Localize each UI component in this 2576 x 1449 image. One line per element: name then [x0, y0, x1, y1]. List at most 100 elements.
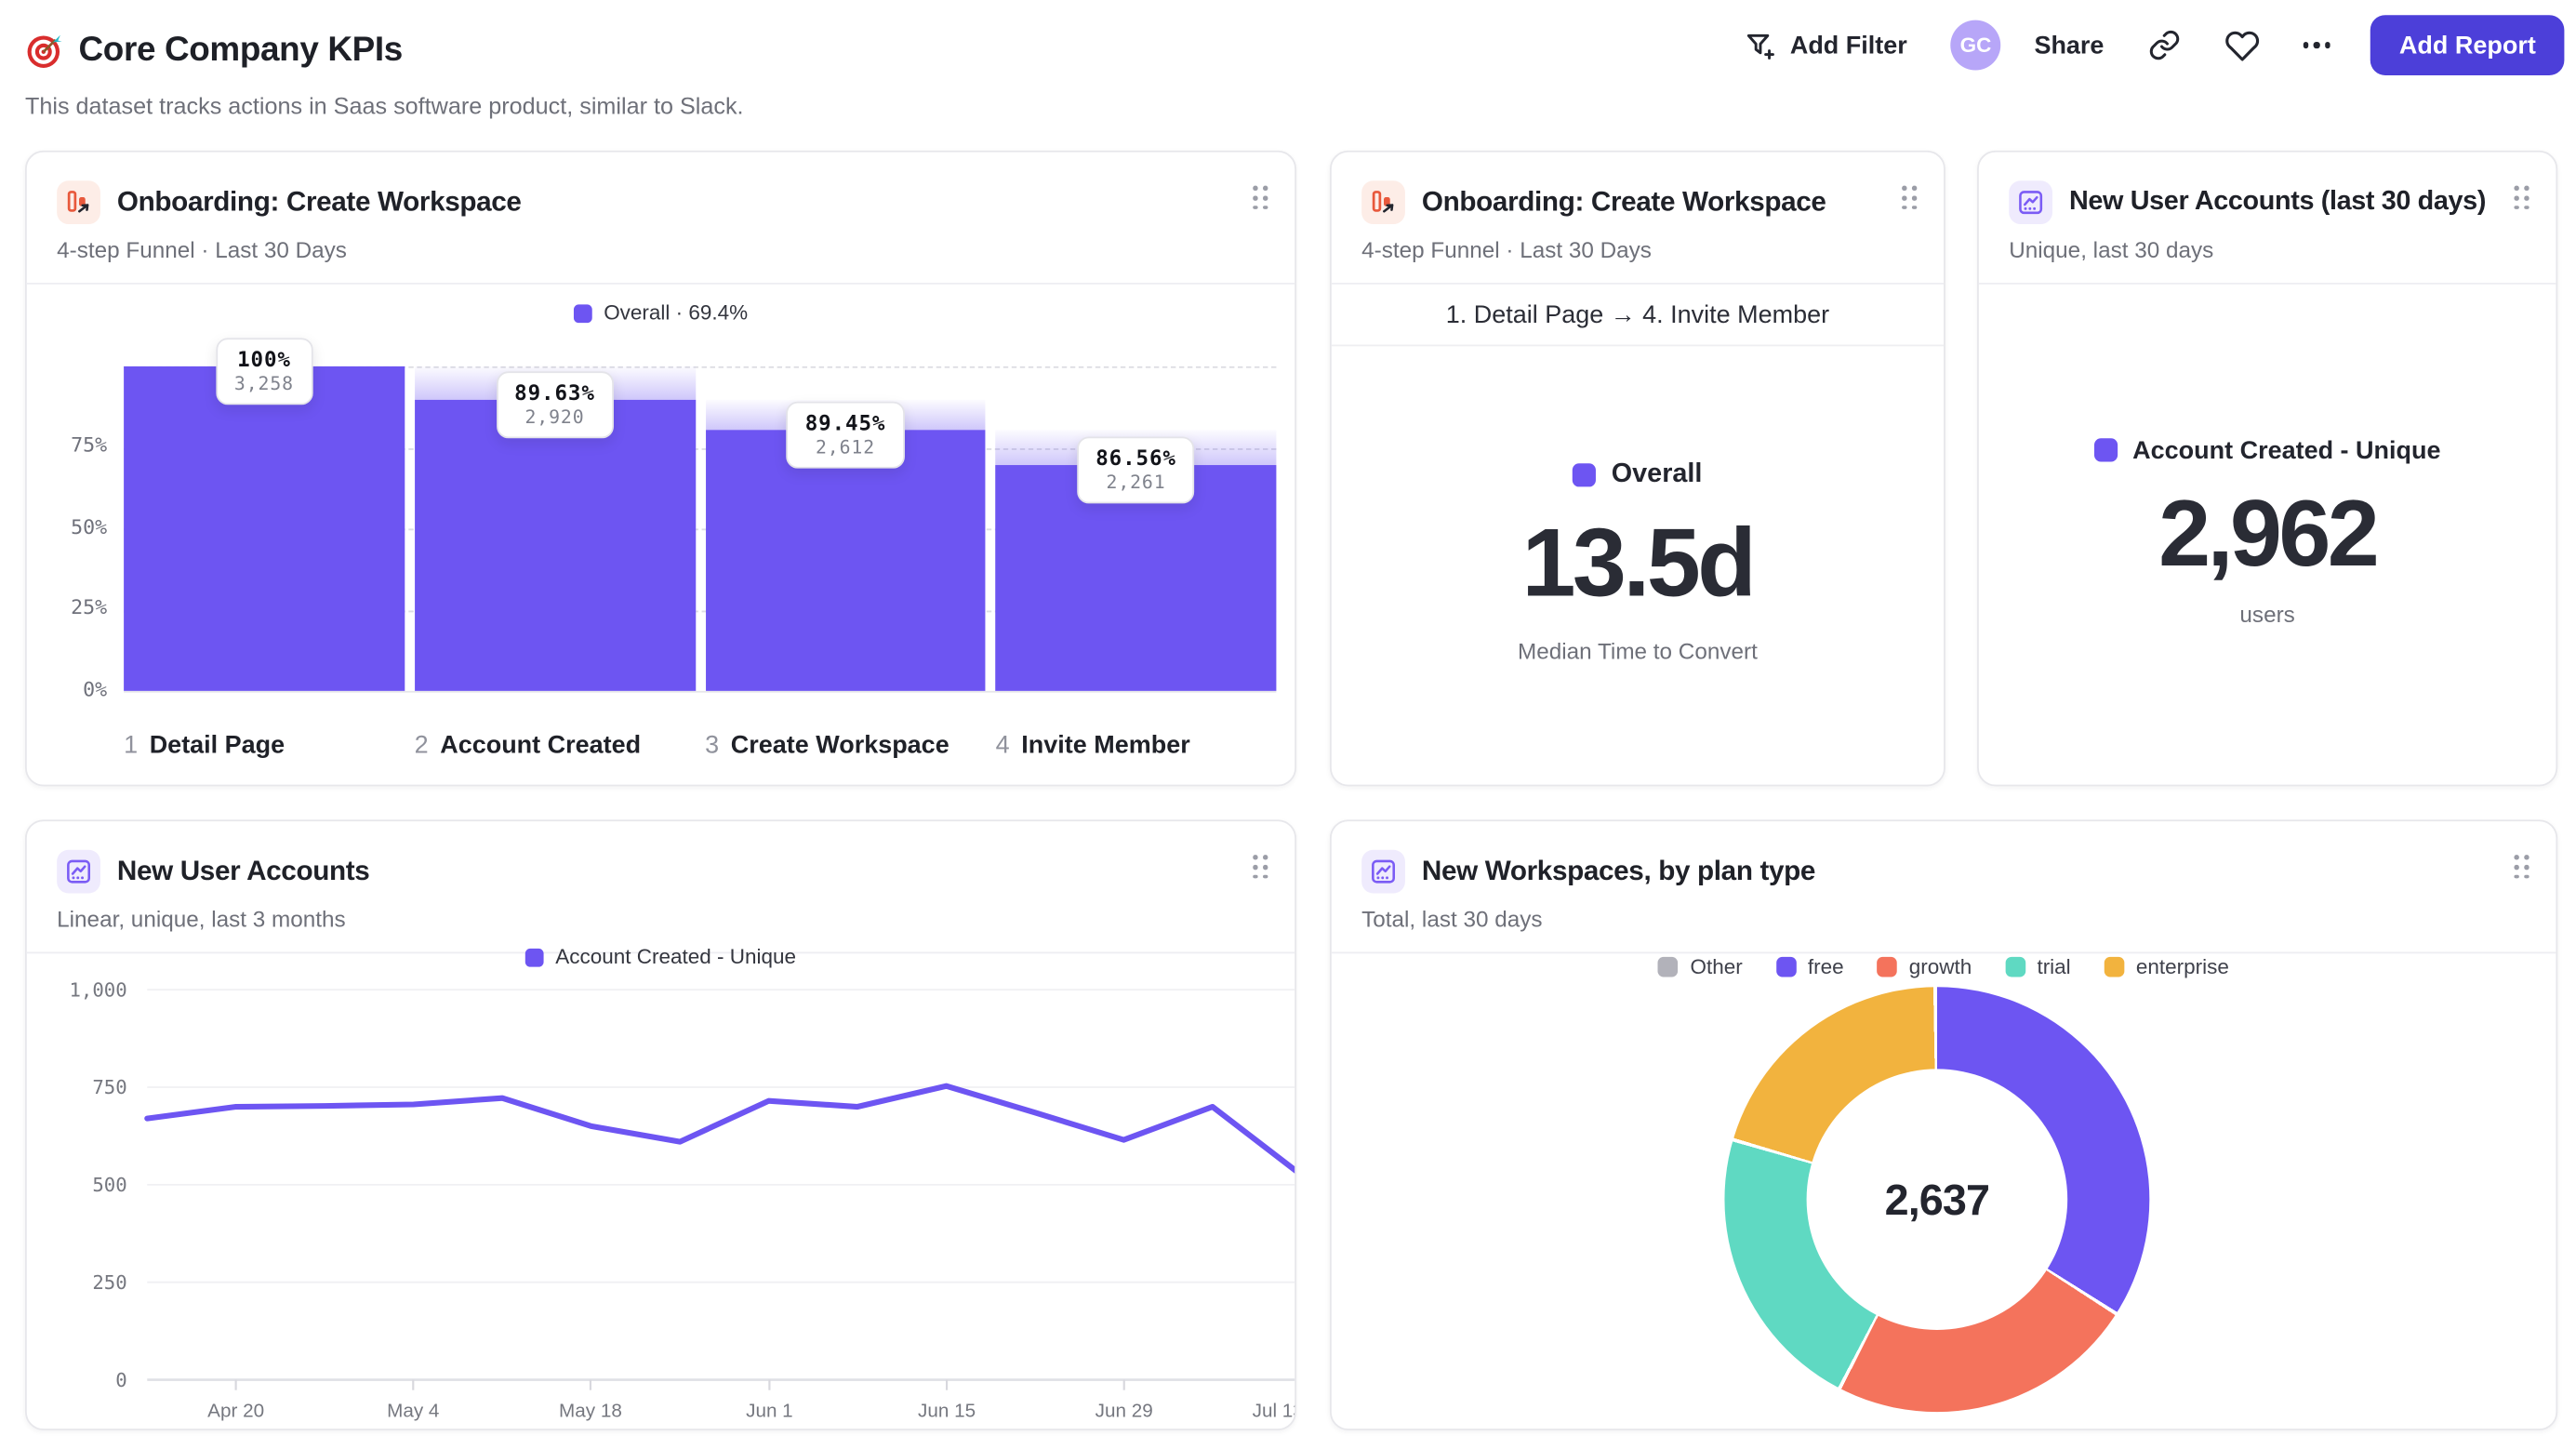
- legend-item-growth[interactable]: growth: [1877, 955, 1972, 978]
- legend-swatch: [1658, 956, 1679, 977]
- funnel-step-labels: 1 Detail Page 2 Account Created 3 Create Wo…: [124, 731, 1276, 760]
- funnel-plot: 100% 3,258 89.63% 2,920 89.4: [124, 338, 1277, 693]
- funnel-bar-invite-member[interactable]: 86.56% 2,261: [995, 366, 1277, 691]
- svg-text:Jun 29: Jun 29: [1095, 1400, 1153, 1421]
- drag-handle-icon[interactable]: [1902, 185, 1917, 210]
- drag-handle-icon[interactable]: [1253, 855, 1268, 880]
- metric-legend[interactable]: Overall: [1573, 460, 1702, 490]
- line-chart-icon: [57, 849, 100, 894]
- card-title: New User Accounts: [116, 856, 370, 886]
- x-axis-ticks: [234, 1379, 1125, 1390]
- card-subtitle: Linear, unique, last 3 months: [57, 906, 346, 932]
- legend-swatch: [1877, 956, 1898, 977]
- add-report-button[interactable]: Add Report: [2370, 15, 2565, 75]
- y-axis-labels: 1,000 750 500 250 0: [69, 980, 126, 1391]
- legend-label: Overall · 69.4%: [604, 300, 749, 325]
- drag-handle-icon[interactable]: [2514, 185, 2530, 210]
- legend-label: Account Created - Unique: [555, 945, 797, 969]
- funnel-step-label: 1 Detail Page: [124, 731, 285, 760]
- funnel-value-tooltip: 86.56% 2,261: [1077, 437, 1195, 505]
- funnel-step-label: 2 Account Created: [414, 731, 642, 760]
- more-options-icon[interactable]: [2303, 42, 2331, 48]
- funnel-y-tick: 0%: [83, 676, 108, 700]
- funnel-value-tooltip: 100% 3,258: [216, 338, 312, 405]
- metric-legend[interactable]: Account Created - Unique: [2093, 435, 2441, 465]
- trend-line-chart[interactable]: 1,000 750 500 250 0 Apr 20 May 4 May 18 …: [27, 980, 1296, 1430]
- funnel-y-tick: 25%: [71, 595, 108, 619]
- card-title: Onboarding: Create Workspace: [116, 186, 522, 217]
- funnel-chart-icon: [57, 180, 100, 225]
- funnel-y-tick: 50%: [71, 514, 108, 538]
- funnel-bar-account-created[interactable]: 89.63% 2,920: [414, 366, 696, 691]
- legend-swatch: [1573, 463, 1597, 487]
- legend-swatch: [2093, 438, 2118, 462]
- funnel-bar: [414, 400, 696, 691]
- card-workspaces-by-plan: New Workspaces, by plan type Total, last…: [1329, 819, 2558, 1430]
- legend-label: Overall: [1611, 459, 1703, 489]
- card-header: New User Accounts (last 30 days) Unique,…: [1979, 153, 2556, 283]
- funnel-chart-icon: [1361, 180, 1405, 225]
- card-subtitle: Unique, last 30 days: [2009, 237, 2214, 263]
- copy-link-icon[interactable]: [2147, 29, 2181, 62]
- metric-caption: users: [2239, 603, 2295, 629]
- funnel-plus-icon: [1745, 29, 1776, 60]
- legend-item-other[interactable]: Other: [1658, 955, 1743, 978]
- card-header: Onboarding: Create Workspace 4-step Funn…: [27, 153, 1295, 283]
- donut-center: 2,637: [1806, 1069, 2068, 1330]
- funnel-bar: [705, 431, 986, 691]
- card-median-time-to-convert: Onboarding: Create Workspace 4-step Funn…: [1329, 150, 1945, 787]
- card-subtitle: Total, last 30 days: [1361, 906, 1543, 932]
- dartboard-icon: [25, 31, 63, 69]
- card-title: New User Accounts (last 30 days): [2068, 187, 2487, 217]
- funnel-legend[interactable]: Overall · 69.4%: [27, 301, 1295, 325]
- legend-swatch: [1775, 956, 1797, 977]
- card-onboarding-funnel: Onboarding: Create Workspace 4-step Funn…: [24, 150, 1296, 787]
- svg-text:May 18: May 18: [559, 1400, 622, 1421]
- legend-item-trial[interactable]: trial: [2005, 955, 2071, 978]
- funnel-bar-detail-page[interactable]: 100% 3,258: [124, 338, 405, 691]
- legend-item-enterprise[interactable]: enterprise: [2104, 955, 2229, 978]
- card-header: Onboarding: Create Workspace 4-step Funn…: [1332, 153, 1944, 283]
- x-axis-labels: Apr 20 May 4 May 18 Jun 1 Jun 15 Jun 29 …: [207, 1400, 1296, 1421]
- legend-item-free[interactable]: free: [1775, 955, 1844, 978]
- share-button[interactable]: Share: [2034, 31, 2105, 60]
- drag-handle-icon[interactable]: [1253, 185, 1268, 210]
- drag-handle-icon[interactable]: [2514, 855, 2530, 880]
- svg-text:Jun 1: Jun 1: [746, 1400, 793, 1421]
- legend-label: Account Created - Unique: [2132, 435, 2441, 465]
- card-title: Onboarding: Create Workspace: [1421, 186, 1826, 217]
- card-new-user-accounts-trend: New User Accounts Linear, unique, last 3…: [24, 819, 1296, 1430]
- trend-legend[interactable]: Account Created - Unique: [27, 945, 1295, 968]
- funnel-value-tooltip: 89.63% 2,920: [496, 371, 614, 439]
- legend-swatch: [2005, 956, 2025, 977]
- favorite-heart-icon[interactable]: [2224, 28, 2260, 63]
- funnel-range-label: 1. Detail Page → 4. Invite Member: [1331, 285, 1945, 347]
- metric-value: 13.5d: [1521, 508, 1757, 618]
- funnel-y-tick: 75%: [71, 432, 108, 458]
- legend-swatch: [524, 947, 544, 966]
- svg-text:500: 500: [92, 1174, 126, 1196]
- metric-block: Account Created - Unique 2,962 users: [1979, 279, 2556, 784]
- svg-text:May 4: May 4: [387, 1400, 439, 1421]
- svg-text:0: 0: [115, 1369, 126, 1391]
- page-title: Core Company KPIs: [78, 30, 404, 69]
- funnel-bar: [124, 366, 405, 691]
- funnel-step-label: 3 Create Workspace: [705, 731, 949, 760]
- svg-text:Jul 13: Jul 13: [1253, 1400, 1296, 1421]
- add-filter-button[interactable]: Add Filter: [1745, 29, 1907, 60]
- card-header: New Workspaces, by plan type Total, last…: [1332, 821, 2556, 951]
- card-header: New User Accounts Linear, unique, last 3…: [27, 821, 1295, 951]
- legend-swatch: [2104, 956, 2125, 977]
- funnel-value-tooltip: 89.45% 2,612: [786, 402, 905, 470]
- page-header: Core Company KPIs: [25, 30, 403, 70]
- avatar[interactable]: GC: [1950, 20, 2001, 71]
- svg-text:250: 250: [92, 1271, 126, 1294]
- svg-text:Apr 20: Apr 20: [207, 1400, 264, 1421]
- card-title: New Workspaces, by plan type: [1421, 856, 1816, 886]
- funnel-bar-create-workspace[interactable]: 89.45% 2,612: [705, 366, 986, 691]
- page-subtitle: This dataset tracks actions in Saas soft…: [24, 91, 744, 119]
- svg-text:1,000: 1,000: [69, 980, 126, 1001]
- card-subtitle: 4-step Funnel · Last 30 Days: [57, 237, 347, 263]
- svg-text:Jun 15: Jun 15: [918, 1400, 976, 1421]
- header-actions: Add Filter GC Share Add Report: [1745, 15, 2565, 75]
